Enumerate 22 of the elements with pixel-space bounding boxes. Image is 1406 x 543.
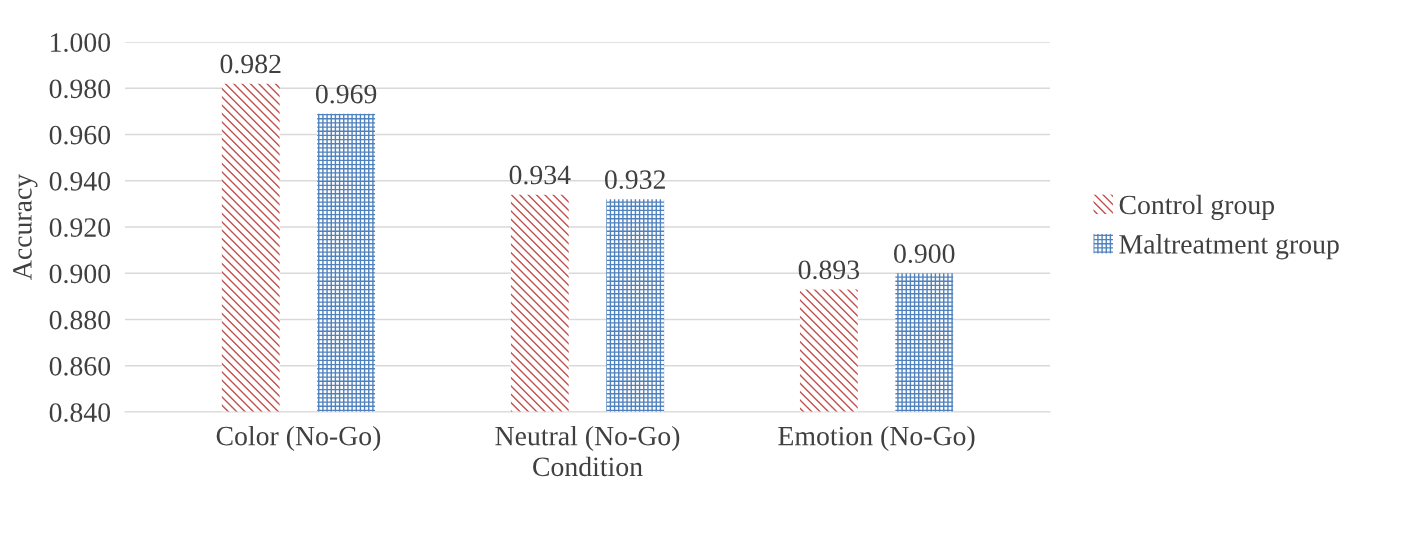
y-tick-label: 0.980 <box>49 79 111 99</box>
legend-label: Control group <box>1119 194 1275 221</box>
y-axis-title: Accuracy <box>13 173 38 280</box>
y-tick-label: 0.920 <box>49 218 111 238</box>
y-tick-label: 0.900 <box>49 264 111 284</box>
data-label: 0.900 <box>894 244 955 264</box>
data-label: 0.982 <box>220 54 281 74</box>
y-tick-label: 0.860 <box>49 356 111 376</box>
data-label: 0.934 <box>509 165 571 185</box>
y-tick-label: 0.880 <box>49 310 111 330</box>
legend-label: Maltreatment group <box>1119 234 1339 260</box>
y-tick-label: 0.840 <box>49 403 111 423</box>
y-tick-label: 0.940 <box>49 171 111 191</box>
data-label: 0.893 <box>798 260 860 280</box>
data-label: 0.969 <box>315 84 377 104</box>
x-axis-title: Condition <box>533 456 643 477</box>
y-tick-label: 0.960 <box>49 125 111 145</box>
data-label: 0.932 <box>605 170 665 190</box>
x-tick-label: Neutral (No-Go) <box>495 425 680 452</box>
x-tick-label: Color (No-Go) <box>216 425 381 452</box>
y-tick-label: 1.000 <box>51 33 111 53</box>
x-tick-label: Emotion (No-Go) <box>778 425 975 452</box>
